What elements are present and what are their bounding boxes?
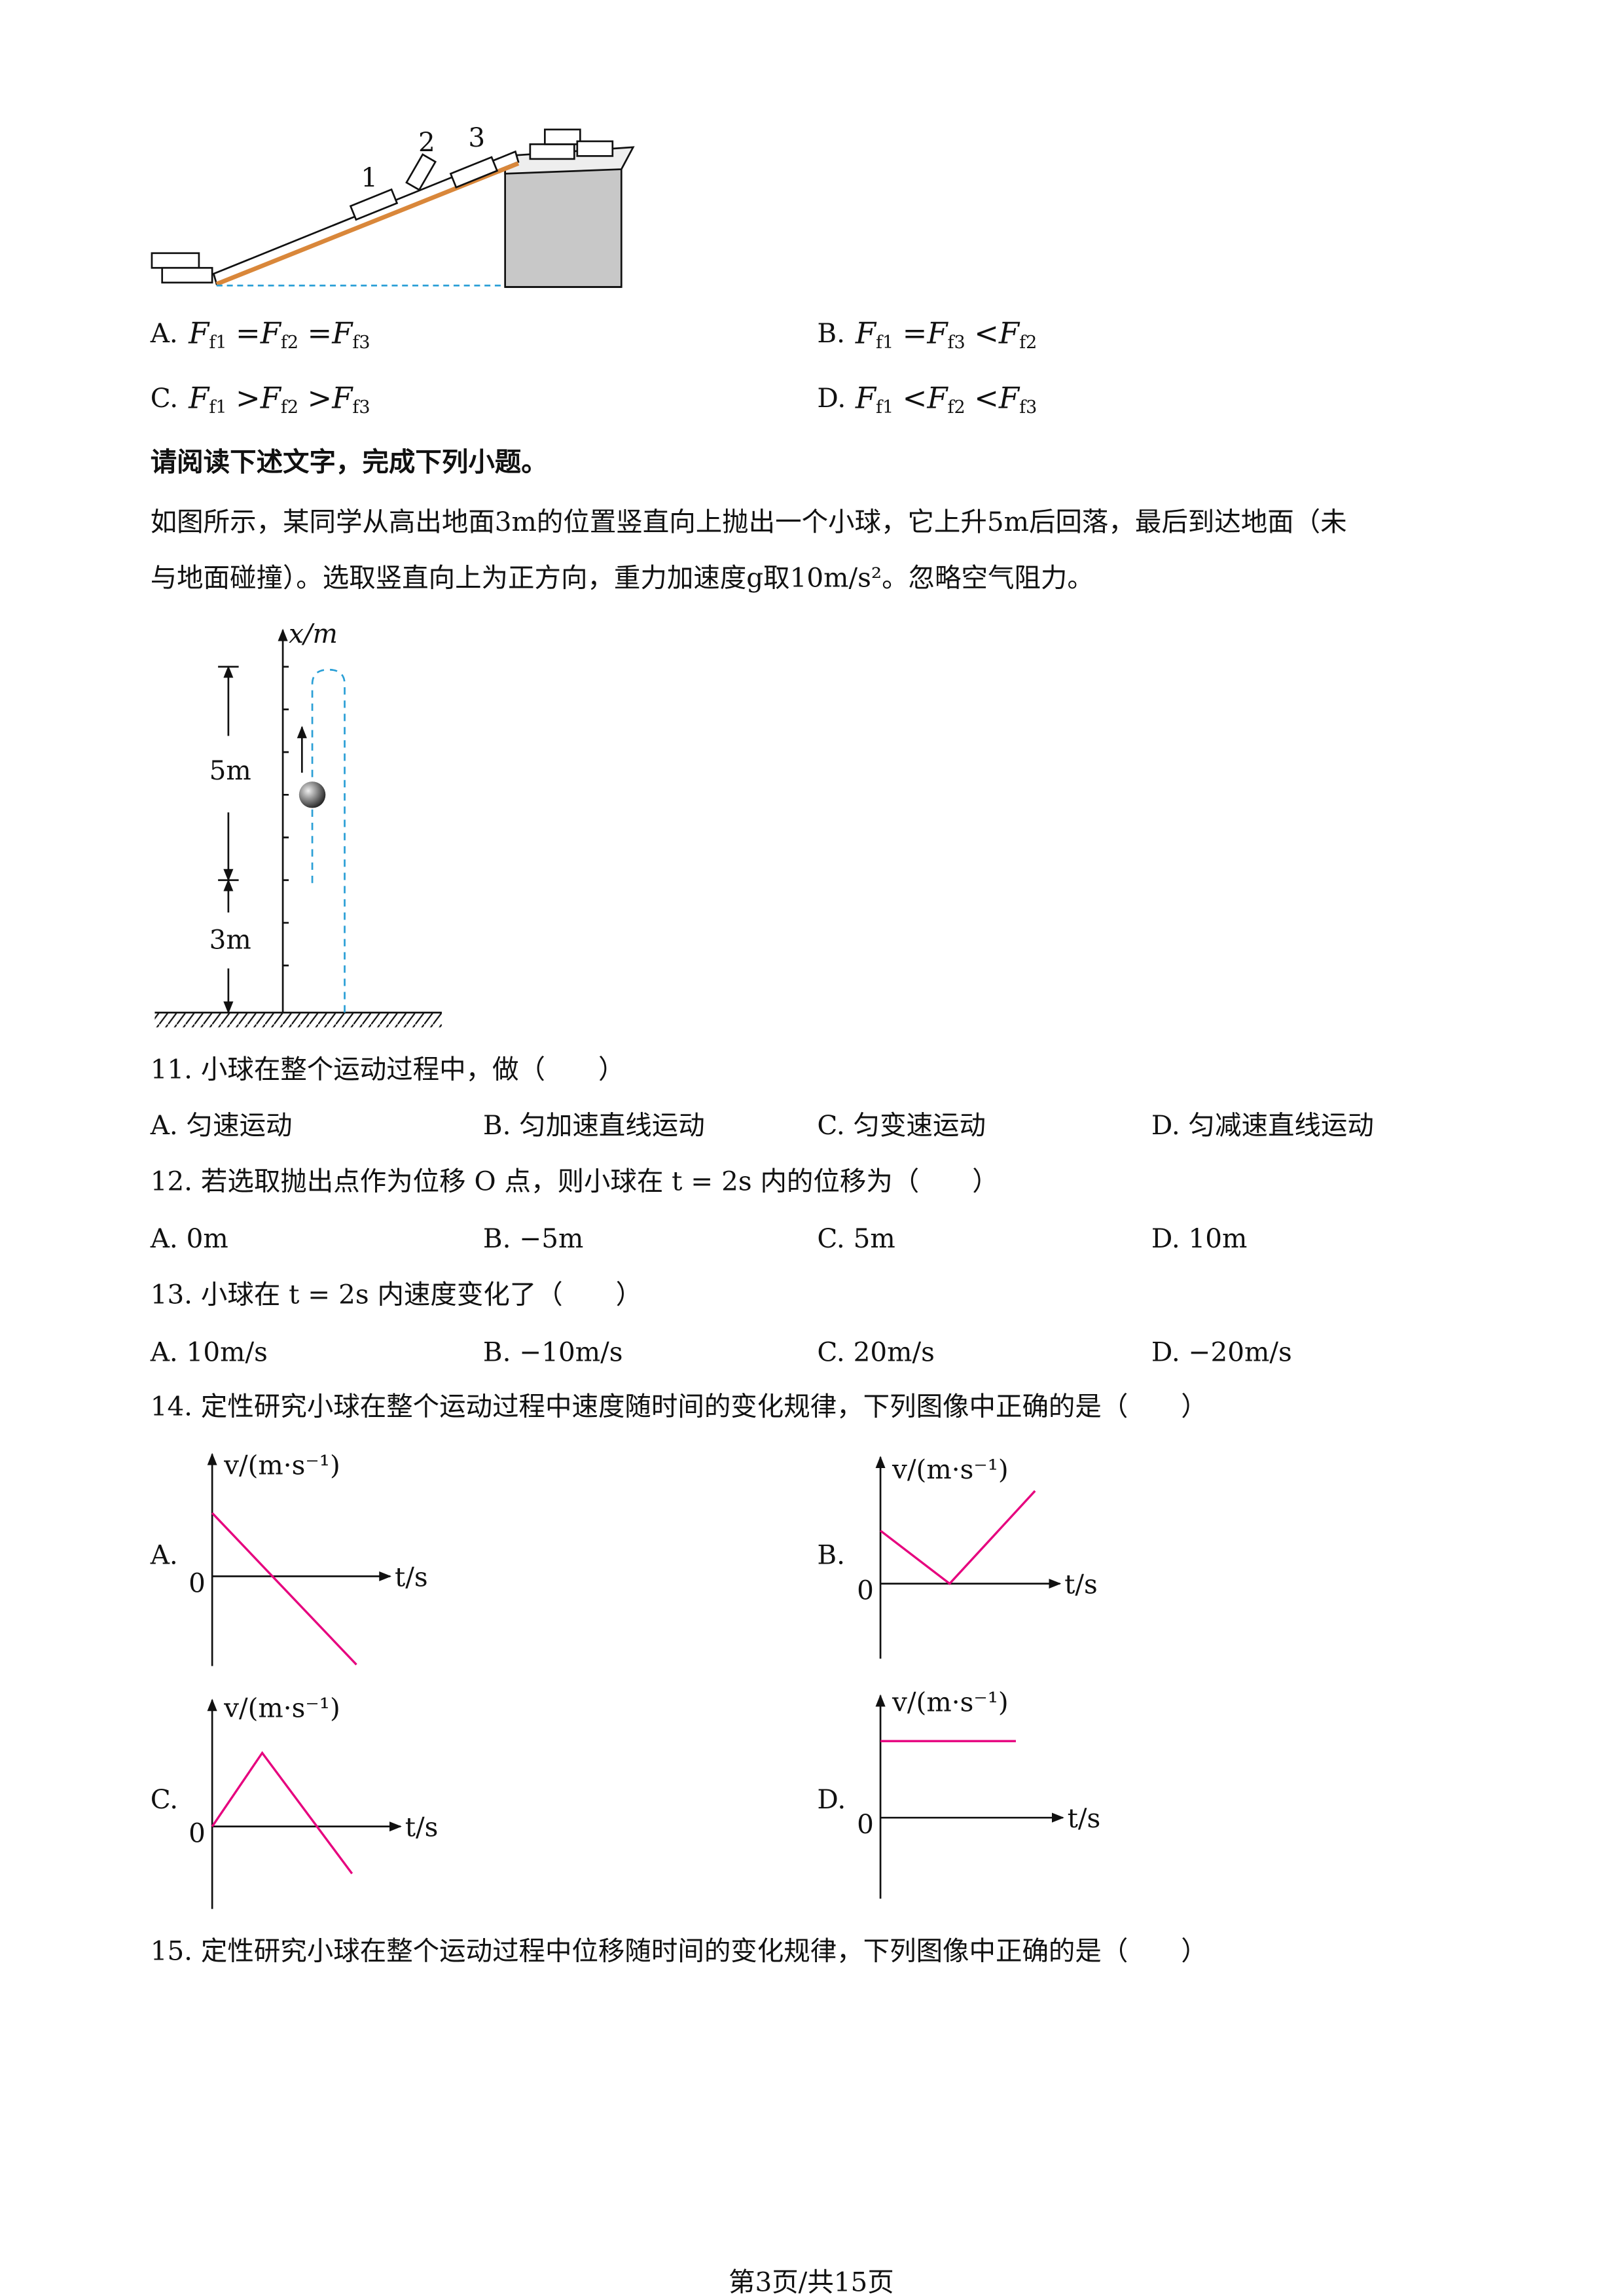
symbol: F [998,315,1020,350]
option-letter: B. [817,317,845,349]
subscript: f2 [281,397,298,417]
subscript: f2 [948,397,965,417]
ramp-label: 2 [418,126,435,158]
graph-y-label: v/(m·s⁻¹) [892,1454,1009,1485]
subscript: f1 [209,332,226,352]
graph-x-label: t/s [1064,1569,1098,1600]
graph-letter: A. [150,1539,178,1571]
symbol: F [855,315,877,350]
symbol: F [260,315,282,350]
dimension-label: 5m [209,755,251,786]
formula: Ff1​<Ff2​<Ff3​ [855,380,1037,417]
subscript: f3 [352,332,370,352]
option: D. 10m [1151,1223,1248,1254]
axis-label: x/m [289,618,338,649]
dimension-label: 3m [209,924,251,956]
option: D. 匀减速直线运动 [1151,1109,1374,1141]
graph-letter: B. [817,1539,845,1571]
symbol: F [260,380,282,415]
question-stem: 12. 若选取抛出点作为位移 O 点，则小球在 t = 2s 内的位移为（ ） [151,1165,999,1196]
symbol: F [998,380,1020,415]
operator: < [974,315,999,350]
symbol: F [855,380,877,415]
subscript: f1 [876,332,893,352]
graph-origin: 0 [189,1567,206,1598]
symbol: F [331,380,353,415]
graph-y-label: v/(m·s⁻¹) [223,1449,340,1480]
option: B. 匀加速直线运动 [483,1109,705,1141]
symbol: F [926,315,948,350]
question-stem: 14. 定性研究小球在整个运动过程中速度随时间的变化规律，下列图像中正确的是（ … [151,1391,1208,1422]
option: A. 匀速运动 [150,1109,293,1141]
operator: < [903,380,928,415]
graph-letter: C. [151,1784,178,1815]
option: B. −5m [483,1223,583,1254]
operator: = [308,315,333,350]
ball-figure [154,628,442,1028]
graph-origin: 0 [857,1575,874,1606]
symbol: F [926,380,948,415]
option: A. 10m/s [150,1336,268,1367]
operator: = [903,315,928,350]
symbol: F [188,315,210,350]
paragraph-line: 如图所示，某同学从高出地面3m的位置竖直向上抛出一个小球，它上升5m后回落，最后… [151,506,1347,537]
formula: Ff1​=Ff3​<Ff2​ [855,315,1037,352]
option: C. 匀变速运动 [817,1109,986,1141]
symbol: F [331,315,353,350]
option-letter: D. [817,382,846,414]
page-footer: 第3页/共15页 [729,2267,894,2296]
option: B. −10m/s [483,1336,623,1367]
question-stem: 11. 小球在整个运动过程中，做（ ） [151,1054,625,1085]
subscript: f3 [1019,397,1037,417]
option-letter: C. [151,382,178,414]
graph-axes [207,1452,1064,1909]
operator: > [236,380,261,415]
ramp-figure [151,128,635,288]
graph-origin: 0 [189,1818,206,1849]
graph-y-label: v/(m·s⁻¹) [892,1687,1009,1718]
graph-origin: 0 [857,1808,874,1840]
paragraph-line: 与地面碰撞）。选取竖直向上为正方向，重力加速度g取10m/s²。忽略空气阻力。 [151,562,1094,593]
graph-curves [211,1490,1036,1874]
symbol: F [188,380,210,415]
operator: < [974,380,999,415]
option: A. 0m [150,1223,228,1254]
subscript: f1 [209,397,226,417]
subscript: f2 [281,332,298,352]
question-stem: 13. 小球在 t = 2s 内速度变化了（ ） [151,1279,642,1310]
option: D. −20m/s [1151,1336,1292,1367]
graph-x-label: t/s [1068,1803,1101,1834]
question-stem: 15. 定性研究小球在整个运动过程中位移随时间的变化规律，下列图像中正确的是（ … [151,1935,1208,1967]
subscript: f3 [948,332,965,352]
ramp-label: 1 [361,162,378,193]
graph-x-label: t/s [405,1812,439,1843]
formula: Ff1​>Ff2​>Ff3​ [188,380,370,417]
graph-y-label: v/(m·s⁻¹) [223,1693,340,1724]
subscript: f2 [1019,332,1037,352]
operator: = [236,315,261,350]
option: C. 20m/s [817,1336,935,1367]
graph-letter: D. [817,1784,846,1815]
graph-x-label: t/s [395,1561,428,1592]
operator: > [308,380,333,415]
subscript: f3 [352,397,370,417]
section-heading: 请阅读下述文字，完成下列小题。 [151,446,548,477]
formula: Ff1​=Ff2​=Ff3​ [188,315,370,352]
option-letter: A. [150,317,178,349]
subscript: f1 [876,397,893,417]
option: C. 5m [817,1223,895,1254]
ramp-label: 3 [468,122,485,153]
